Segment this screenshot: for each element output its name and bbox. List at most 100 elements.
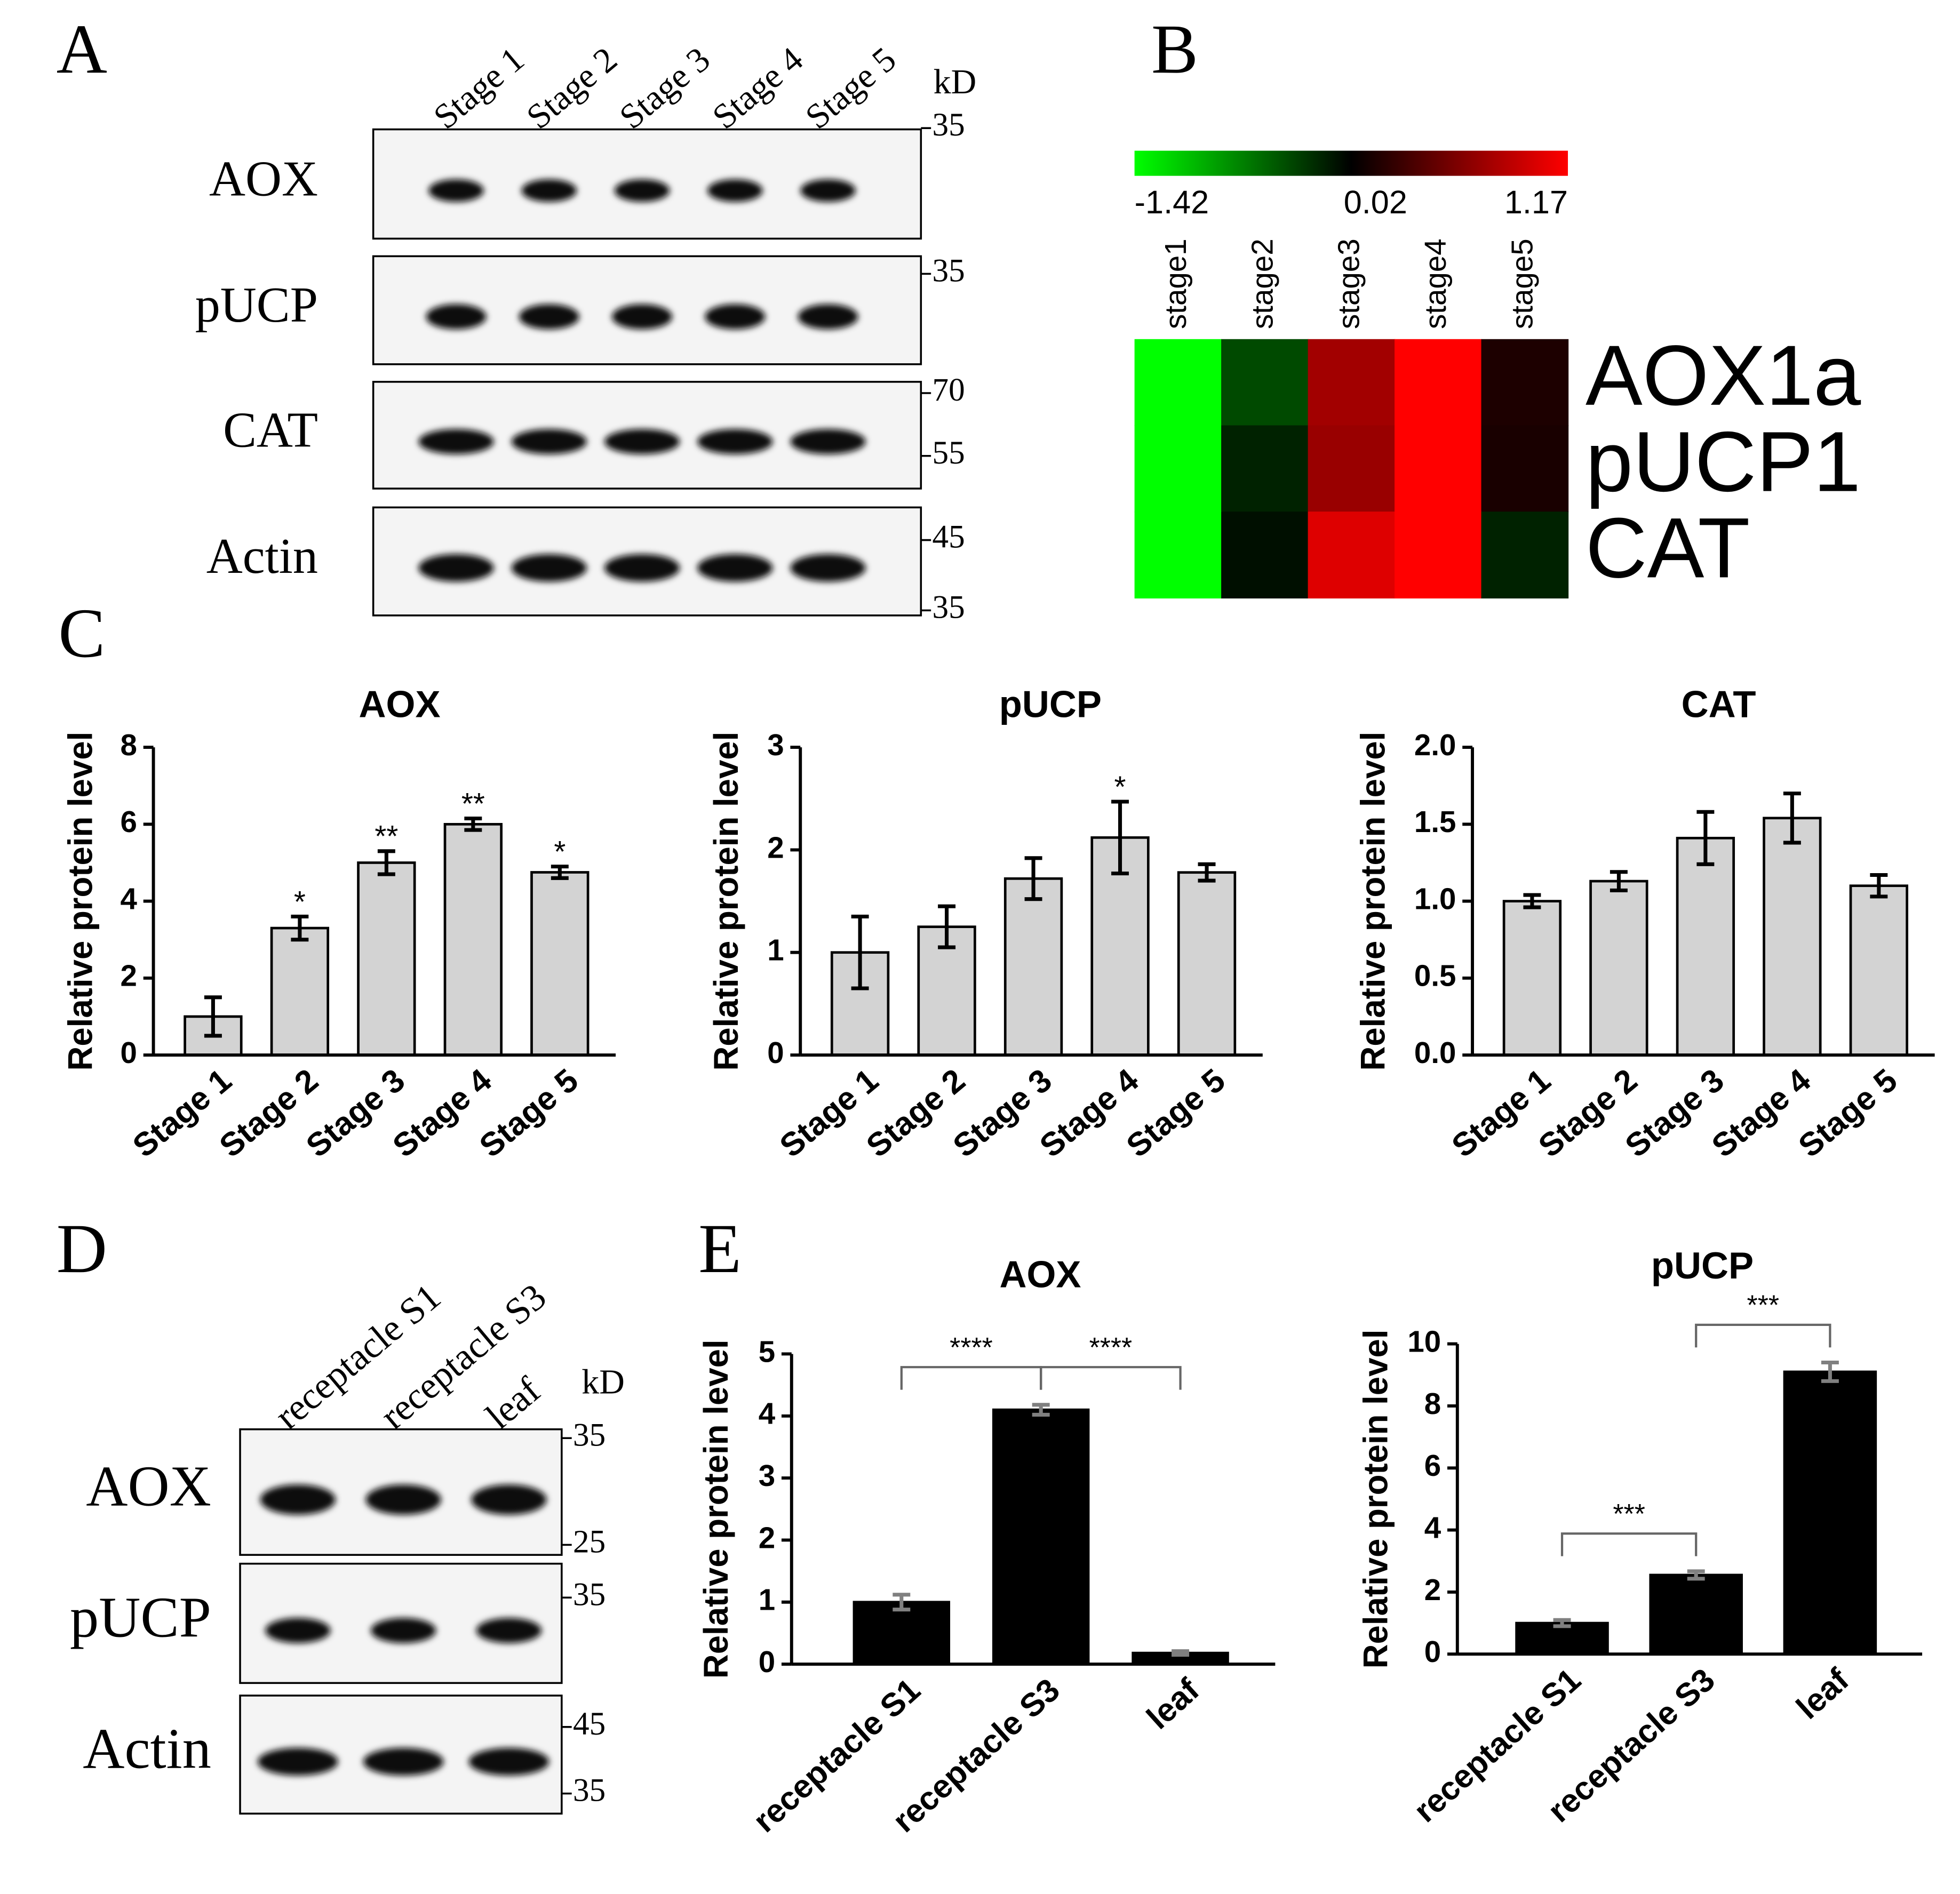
chart-title: pUCP xyxy=(999,683,1102,725)
band xyxy=(476,1618,542,1643)
y-tick-label: 3 xyxy=(759,1459,775,1492)
band xyxy=(428,179,484,202)
band xyxy=(511,554,587,582)
y-axis-label: Relative protein level xyxy=(697,1339,735,1679)
heatmap-cell xyxy=(1481,512,1569,599)
colorbar-tick-label: -1.42 xyxy=(1135,184,1209,220)
bar xyxy=(1003,877,1063,1057)
lane-label: leaf xyxy=(478,1369,548,1437)
panel-label: D xyxy=(57,1209,107,1288)
error-bar xyxy=(1024,856,1042,901)
band xyxy=(418,429,494,454)
band xyxy=(521,179,577,202)
marker-label: 55 xyxy=(933,435,965,471)
panel-label: A xyxy=(57,10,107,88)
x-tick-label: Stage 2 xyxy=(1532,1062,1644,1164)
error-bar xyxy=(1870,873,1888,899)
error-bar xyxy=(551,865,569,880)
heatmap-cell xyxy=(1481,425,1569,513)
bar xyxy=(530,871,589,1057)
marker-label: 45 xyxy=(573,1706,605,1742)
y-tick-label: 8 xyxy=(121,728,137,762)
bar xyxy=(1502,900,1562,1057)
lane-label: Stage 5 xyxy=(798,39,903,137)
y-tick-label: 2 xyxy=(1424,1573,1441,1607)
x-tick-label: Stage 2 xyxy=(212,1062,325,1164)
y-tick-label: 0 xyxy=(767,1036,784,1069)
x-tick-label: Stage 4 xyxy=(1705,1062,1818,1164)
heatmap-cell xyxy=(1134,512,1222,599)
y-tick-label: 6 xyxy=(1424,1449,1441,1482)
error-bar xyxy=(1696,810,1715,866)
error-bar xyxy=(893,1593,911,1612)
band xyxy=(697,554,773,582)
y-tick-label: 0 xyxy=(121,1036,137,1069)
row-label: pUCP xyxy=(195,277,318,333)
row-label: Actin xyxy=(206,529,318,584)
band xyxy=(363,1747,444,1776)
marker-label: 45 xyxy=(933,519,965,555)
error-bar xyxy=(1553,1618,1571,1628)
bar xyxy=(1177,871,1237,1057)
band xyxy=(612,304,673,330)
heatmap-cell xyxy=(1308,425,1396,513)
band xyxy=(604,429,680,454)
x-tick-label: Stage 1 xyxy=(1445,1062,1557,1164)
significance-bracket xyxy=(1695,1323,1831,1348)
significance-label: *** xyxy=(1747,1290,1779,1321)
band xyxy=(705,304,766,330)
colorbar xyxy=(1134,150,1568,176)
significance-bracket xyxy=(1040,1366,1182,1390)
error-bar xyxy=(851,914,869,990)
band xyxy=(707,179,763,202)
significance-label: * xyxy=(554,835,565,868)
heatmap-cell xyxy=(1221,425,1309,513)
column-label: stage3 xyxy=(1332,238,1366,329)
y-tick-label: 1 xyxy=(759,1583,775,1617)
y-tick-label: 0 xyxy=(1424,1635,1441,1668)
band xyxy=(260,1484,336,1515)
heatmap-cell xyxy=(1395,425,1482,513)
band xyxy=(468,1747,549,1776)
y-tick-label: 0.5 xyxy=(1414,959,1456,993)
marker-label: 70 xyxy=(933,372,965,408)
panel-label: E xyxy=(698,1209,742,1288)
chart-title: CAT xyxy=(1682,683,1756,725)
chart-title: AOX xyxy=(359,683,441,725)
significance-label: **** xyxy=(950,1332,993,1363)
marker-label: 35 xyxy=(933,252,965,289)
heatmap-cell xyxy=(1221,512,1309,599)
x-tick-label: Stage 4 xyxy=(386,1062,498,1164)
x-tick-label: Stage 5 xyxy=(1791,1062,1904,1164)
band xyxy=(798,304,858,330)
row-label: CAT xyxy=(223,403,318,458)
error-bar xyxy=(291,914,309,942)
x-tick-label: Stage 5 xyxy=(1120,1062,1232,1164)
band xyxy=(790,554,866,582)
significance-bracket xyxy=(1560,1532,1698,1556)
band xyxy=(471,1484,547,1515)
panel-label: B xyxy=(1151,10,1198,88)
heatmap-cell xyxy=(1221,339,1309,426)
band xyxy=(365,1484,441,1515)
heatmap-cell xyxy=(1395,512,1482,599)
band xyxy=(258,1747,338,1776)
colorbar-tick-label: 1.17 xyxy=(1504,184,1568,220)
significance-bracket xyxy=(900,1366,1042,1390)
y-axis-label: Relative protein level xyxy=(1355,732,1392,1071)
band xyxy=(426,304,487,330)
band xyxy=(790,429,866,454)
heatmap-cell xyxy=(1134,339,1222,426)
bar xyxy=(1849,884,1909,1057)
bar xyxy=(357,861,416,1057)
chart-title: pUCP xyxy=(1651,1244,1754,1286)
error-bar xyxy=(204,995,222,1038)
y-axis-label: Relative protein level xyxy=(61,732,99,1071)
x-tick-label: Stage 2 xyxy=(859,1062,972,1164)
row-label: AOX xyxy=(209,151,318,207)
band xyxy=(697,429,773,454)
band xyxy=(800,179,856,202)
y-tick-label: 0 xyxy=(759,1645,775,1679)
x-tick-label: Stage 4 xyxy=(1033,1062,1145,1164)
